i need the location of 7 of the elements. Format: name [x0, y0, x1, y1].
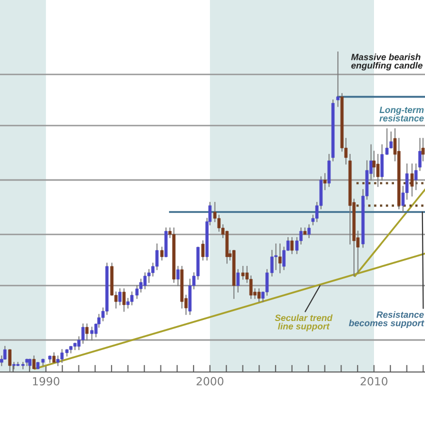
- x-tick-label: 1990: [33, 377, 60, 386]
- x-tick-label: 2010: [360, 377, 388, 386]
- annotation: Resistance becomes support: [348, 311, 424, 328]
- x-tick-label: 2000: [196, 377, 224, 386]
- annotation: Secular trend line support: [274, 314, 333, 332]
- annotation: Massive bearish engulfing candle: [351, 54, 422, 70]
- annotation: Long-term resistance: [380, 106, 424, 122]
